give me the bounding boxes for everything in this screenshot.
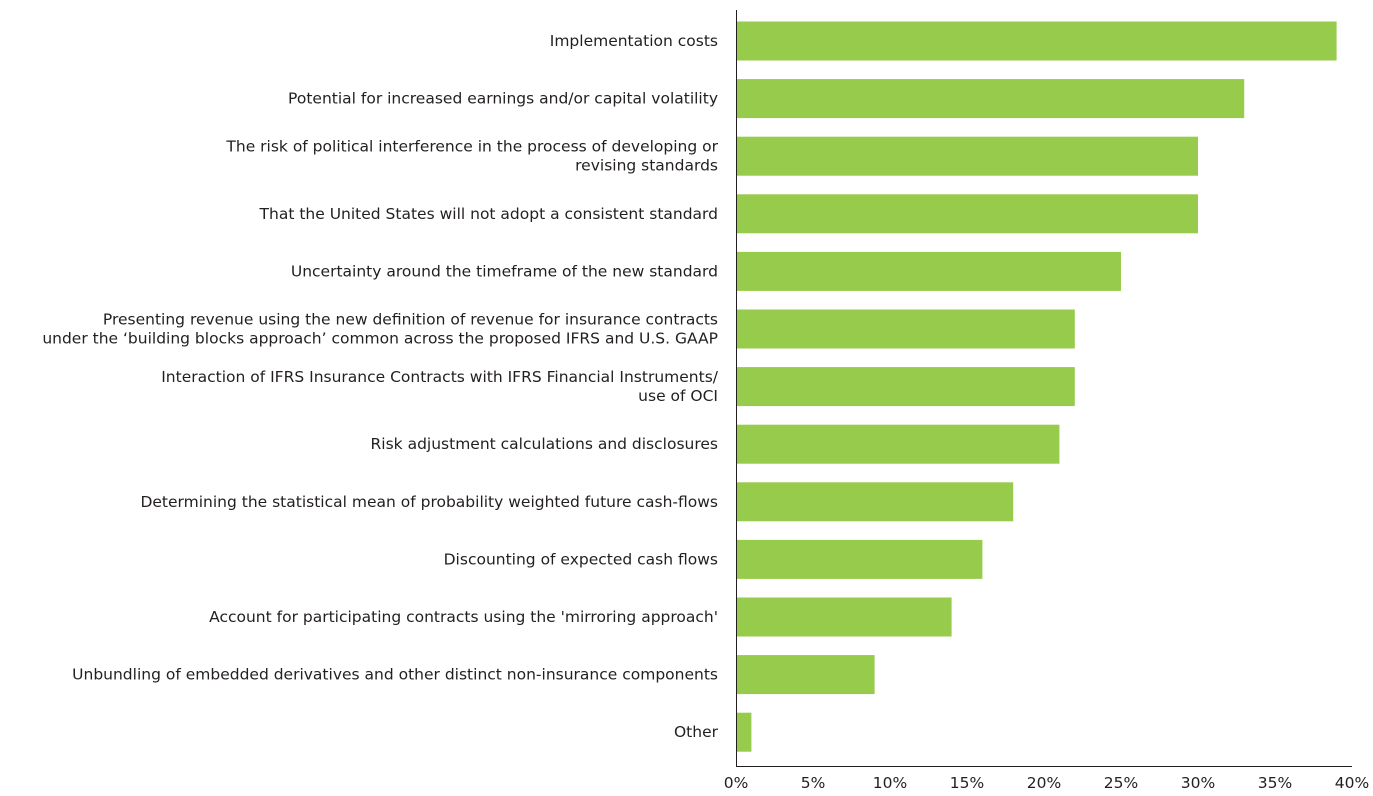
category-label-line: Determining the statistical mean of prob… (140, 493, 718, 511)
x-tick-label: 5% (801, 774, 826, 792)
category-label: Other (674, 723, 719, 741)
category-label: Presenting revenue using the new definit… (42, 311, 718, 348)
x-tick-label: 35% (1258, 774, 1292, 792)
category-label-line: Presenting revenue using the new definit… (103, 311, 718, 329)
category-label: Interaction of IFRS Insurance Contracts … (161, 368, 719, 405)
bar (736, 136, 1198, 176)
category-label-line: Discounting of expected cash flows (444, 550, 718, 568)
category-label: The risk of political interference in th… (225, 138, 718, 175)
category-label: Determining the statistical mean of prob… (140, 493, 718, 511)
category-label-line: That the United States will not adopt a … (259, 205, 718, 223)
category-label: That the United States will not adopt a … (259, 205, 718, 223)
bar (736, 367, 1075, 407)
x-tick-label: 30% (1181, 774, 1215, 792)
bar (736, 309, 1075, 349)
x-tick-label: 10% (873, 774, 907, 792)
x-tick-label: 15% (950, 774, 984, 792)
category-label-line: Interaction of IFRS Insurance Contracts … (161, 368, 719, 386)
bar (736, 194, 1198, 234)
category-label-line: Uncertainty around the timeframe of the … (291, 262, 718, 280)
x-tick-label: 0% (724, 774, 749, 792)
category-label: Uncertainty around the timeframe of the … (291, 262, 718, 280)
category-label: Risk adjustment calculations and disclos… (371, 435, 718, 453)
bar (736, 712, 752, 752)
bar (736, 251, 1121, 291)
bar (736, 539, 983, 579)
category-label-line: under the ‘building blocks approach’ com… (42, 330, 718, 348)
x-tick-labels-group: 0% 5% 10% 15% 20% 25% 30% 35% 40% (724, 774, 1370, 792)
category-labels-group: Implementation costs Potential for increa… (42, 32, 718, 741)
category-label-line: Potential for increased earnings and/or … (288, 90, 718, 108)
category-label: Implementation costs (550, 32, 718, 50)
category-label-line: Account for participating contracts usin… (209, 608, 718, 626)
bars-group (736, 21, 1337, 752)
bar (736, 79, 1245, 119)
category-label: Discounting of expected cash flows (444, 550, 718, 568)
bar (736, 597, 952, 637)
bar (736, 655, 875, 695)
category-label: Potential for increased earnings and/or … (288, 90, 718, 108)
x-tick-label: 25% (1104, 774, 1138, 792)
category-label: Account for participating contracts usin… (209, 608, 718, 626)
category-label-line: Implementation costs (550, 32, 718, 50)
category-label-line: use of OCI (638, 387, 718, 405)
x-tick-label: 20% (1027, 774, 1061, 792)
category-label-line: The risk of political interference in th… (225, 138, 718, 156)
bar (736, 482, 1014, 522)
category-label-line: revising standards (575, 157, 718, 175)
bar (736, 424, 1060, 464)
category-label: Unbundling of embedded derivatives and o… (72, 666, 718, 684)
category-label-line: Risk adjustment calculations and disclos… (371, 435, 718, 453)
category-label-line: Other (674, 723, 719, 741)
bar (736, 21, 1337, 61)
category-label-line: Unbundling of embedded derivatives and o… (72, 666, 718, 684)
x-tick-label: 40% (1335, 774, 1369, 792)
